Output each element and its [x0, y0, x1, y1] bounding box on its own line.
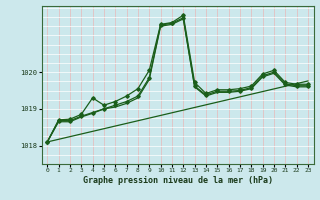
X-axis label: Graphe pression niveau de la mer (hPa): Graphe pression niveau de la mer (hPa)	[83, 176, 273, 185]
